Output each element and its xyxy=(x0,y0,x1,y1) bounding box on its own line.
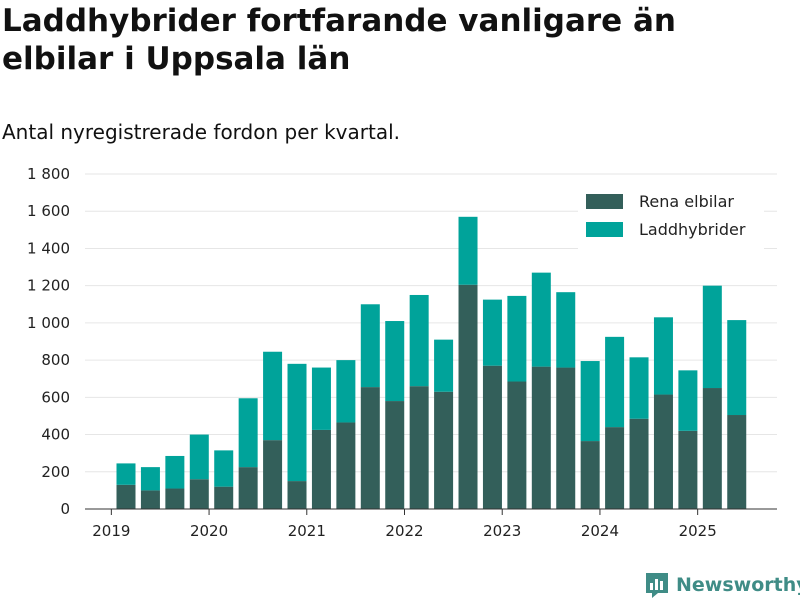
bar-laddhybrider xyxy=(165,455,185,489)
bar-laddhybrider xyxy=(214,450,234,487)
y-tick-label: 600 xyxy=(41,388,70,406)
bar-laddhybrider xyxy=(360,304,380,388)
bar-elbilar xyxy=(214,486,234,509)
bar-laddhybrider xyxy=(727,320,747,416)
bar-elbilar xyxy=(531,366,551,509)
y-tick-label: 0 xyxy=(60,500,70,518)
x-tick-label: 2023 xyxy=(483,522,521,540)
newsworthy-logo-icon xyxy=(646,573,668,598)
bar-elbilar xyxy=(360,387,380,509)
bar-laddhybrider xyxy=(458,216,478,285)
bar-laddhybrider xyxy=(116,463,136,485)
bar-laddhybrider xyxy=(605,336,625,428)
chart-subtitle: Antal nyregistrerade fordon per kvartal. xyxy=(2,120,401,144)
y-tick-label: 1 200 xyxy=(27,277,70,295)
x-tick-label: 2022 xyxy=(385,522,423,540)
bar-elbilar xyxy=(482,365,502,509)
bar-elbilar xyxy=(653,394,673,509)
x-tick-label: 2019 xyxy=(92,522,130,540)
y-tick-label: 800 xyxy=(41,351,70,369)
legend-swatch-laddhybrider xyxy=(586,222,623,237)
bar-elbilar xyxy=(287,481,307,509)
bars xyxy=(116,216,747,509)
bar-elbilar xyxy=(507,381,527,509)
legend-swatch-elbilar xyxy=(586,194,623,209)
bar-elbilar xyxy=(556,367,576,509)
x-tick-label: 2024 xyxy=(581,522,619,540)
bar-laddhybrider xyxy=(385,321,405,402)
bar-laddhybrider xyxy=(287,363,307,482)
x-axis-ticks: 2019 2020 2021 2022 2023 2024 2025 xyxy=(92,509,717,540)
legend-label-elbilar: Rena elbilar xyxy=(639,192,734,211)
bar-laddhybrider xyxy=(580,361,600,442)
bar-laddhybrider xyxy=(311,367,331,430)
bar-laddhybrider xyxy=(189,434,209,480)
y-tick-label: 1 600 xyxy=(27,202,70,220)
bar-laddhybrider xyxy=(434,339,454,392)
bar-elbilar xyxy=(409,386,429,509)
bar-elbilar xyxy=(678,430,698,509)
bar-elbilar xyxy=(629,418,649,509)
bar-elbilar xyxy=(702,388,722,509)
y-tick-label: 200 xyxy=(41,463,70,481)
bar-elbilar xyxy=(165,488,185,509)
bar-laddhybrider xyxy=(263,351,283,441)
bar-laddhybrider xyxy=(678,370,698,431)
bar-elbilar xyxy=(189,479,209,509)
bar-laddhybrider xyxy=(140,467,160,491)
bar-elbilar xyxy=(727,415,747,509)
bar-laddhybrider xyxy=(702,285,722,389)
bar-laddhybrider xyxy=(629,357,649,419)
bar-elbilar xyxy=(336,422,356,509)
bar-laddhybrider xyxy=(482,299,502,366)
y-tick-label: 400 xyxy=(41,426,70,444)
bar-elbilar xyxy=(311,429,331,509)
bar-laddhybrider xyxy=(336,360,356,423)
y-axis-ticks: 0 200 400 600 800 1 000 1 200 1 400 1 600 1 800 xyxy=(27,165,70,518)
legend-label-laddhybrider: Laddhybrider xyxy=(639,220,746,239)
y-tick-label: 1 000 xyxy=(27,314,70,332)
bar-elbilar xyxy=(116,484,136,509)
newsworthy-brand: Newsworthy xyxy=(644,570,800,600)
x-tick-label: 2020 xyxy=(190,522,228,540)
y-tick-label: 1 800 xyxy=(27,165,70,183)
y-tick-label: 1 400 xyxy=(27,239,70,257)
bar-laddhybrider xyxy=(507,295,527,382)
bar-elbilar xyxy=(580,441,600,509)
x-tick-label: 2021 xyxy=(288,522,326,540)
bar-laddhybrider xyxy=(409,294,429,387)
bar-elbilar xyxy=(458,284,478,509)
brand-name: Newsworthy xyxy=(676,574,800,596)
bar-laddhybrider xyxy=(556,292,576,368)
bar-laddhybrider xyxy=(531,272,551,367)
bar-elbilar xyxy=(434,391,454,509)
bar-elbilar xyxy=(140,490,160,509)
chart-title: Laddhybrider fortfarande vanligare än el… xyxy=(2,3,676,77)
bar-elbilar xyxy=(605,427,625,509)
x-tick-label: 2025 xyxy=(679,522,717,540)
bar-elbilar xyxy=(238,467,258,509)
bar-elbilar xyxy=(385,401,405,509)
bar-laddhybrider xyxy=(238,398,258,468)
legend: Rena elbilar Laddhybrider xyxy=(578,184,764,250)
bar-elbilar xyxy=(263,440,283,509)
bar-laddhybrider xyxy=(653,317,673,395)
